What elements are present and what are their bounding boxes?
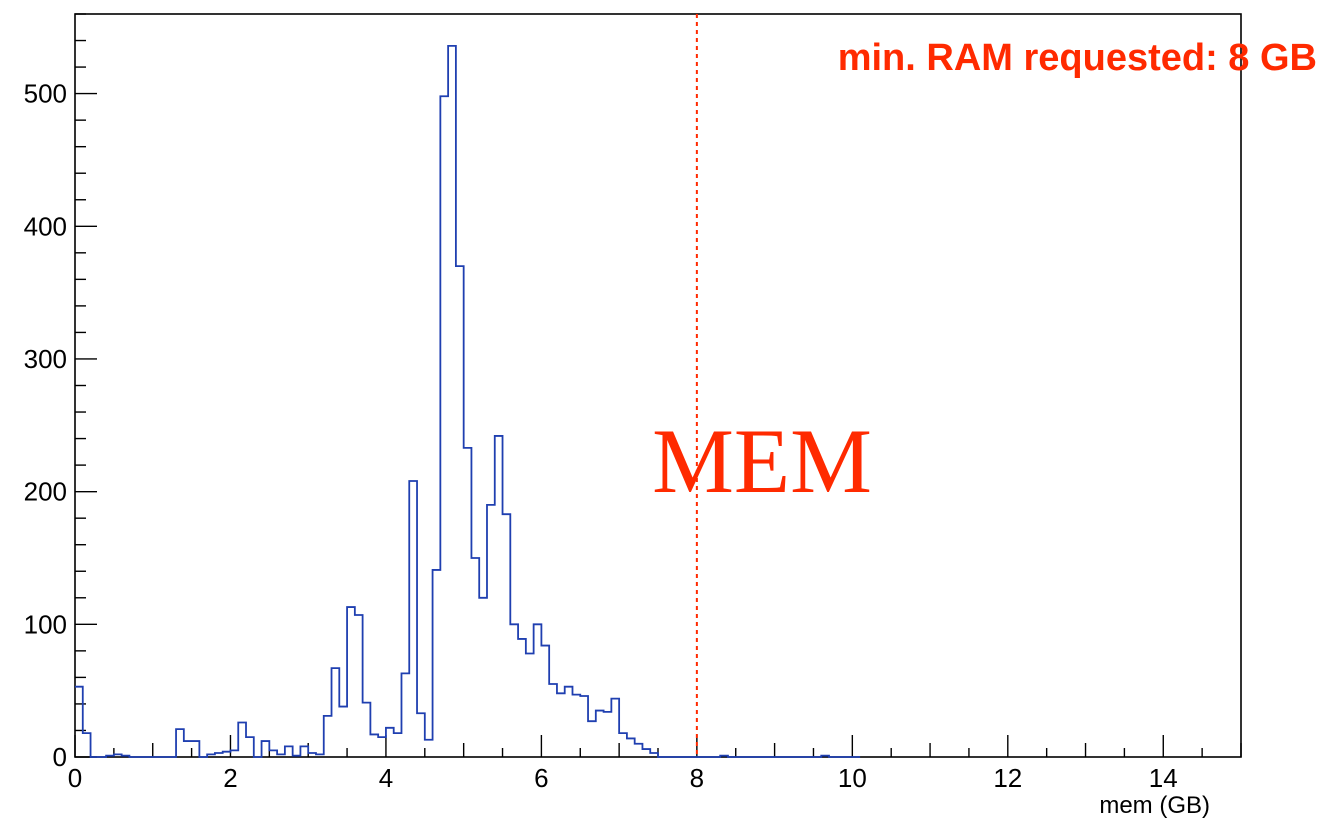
x-axis: 0 2 4 6 8 10 12 14 [68, 735, 1242, 793]
x-tick-label: 8 [690, 763, 704, 793]
histogram-series-line [75, 44, 861, 758]
y-tick-label: 400 [24, 211, 67, 241]
y-tick-label: 200 [24, 477, 67, 507]
y-tick-label: 300 [24, 344, 67, 374]
y-tick-label: 0 [53, 742, 67, 772]
x-tick-label: 6 [534, 763, 548, 793]
x-axis-title: mem (GB) [1099, 792, 1210, 819]
y-tick-label: 500 [24, 79, 67, 109]
x-tick-label: 0 [68, 763, 82, 793]
y-tick-label: 100 [24, 609, 67, 639]
x-tick-label: 14 [1149, 763, 1178, 793]
plot-frame [74, 13, 1242, 758]
x-tick-label: 4 [379, 763, 393, 793]
y-axis: 0 100 200 300 400 500 [24, 13, 97, 772]
x-tick-label: 2 [223, 763, 237, 793]
x-tick-label: 10 [838, 763, 867, 793]
mem-annotation: MEM [652, 410, 872, 512]
x-tick-label: 12 [993, 763, 1022, 793]
min-ram-annotation: min. RAM requested: 8 GB [838, 37, 1317, 79]
